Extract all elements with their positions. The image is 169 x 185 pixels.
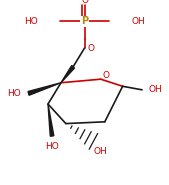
Text: O: O xyxy=(103,71,110,80)
Text: O: O xyxy=(81,0,88,5)
Text: HO: HO xyxy=(8,89,21,98)
Polygon shape xyxy=(28,83,61,95)
Polygon shape xyxy=(61,65,75,83)
Polygon shape xyxy=(48,104,54,136)
Text: HO: HO xyxy=(45,142,59,151)
Text: HO: HO xyxy=(24,17,38,26)
Text: OH: OH xyxy=(94,147,108,157)
Text: O: O xyxy=(88,44,94,53)
Text: P: P xyxy=(81,16,88,26)
Text: OH: OH xyxy=(131,17,145,26)
Text: OH: OH xyxy=(148,85,162,94)
